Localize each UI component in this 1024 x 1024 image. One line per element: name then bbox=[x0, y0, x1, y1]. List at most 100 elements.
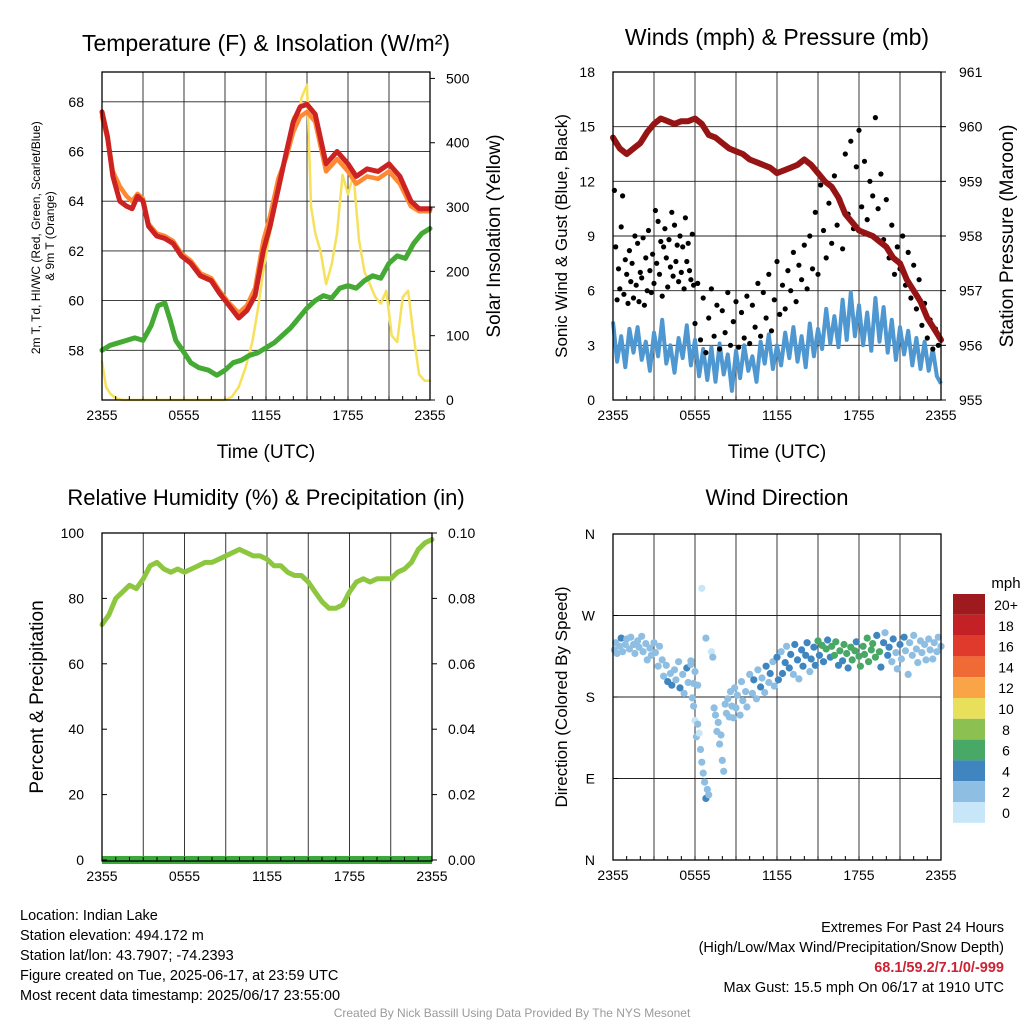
direction-point bbox=[757, 683, 765, 691]
direction-point bbox=[832, 638, 840, 646]
direction-point bbox=[892, 649, 900, 657]
direction-point bbox=[871, 653, 880, 661]
y-tick-label: N bbox=[585, 526, 595, 542]
direction-point bbox=[670, 666, 679, 674]
direction-point bbox=[650, 639, 658, 647]
direction-point bbox=[627, 633, 635, 641]
gust-point bbox=[807, 233, 813, 239]
gust-point bbox=[636, 299, 642, 305]
colorbar-swatch bbox=[953, 760, 985, 782]
direction-point bbox=[770, 682, 778, 690]
gust-point bbox=[689, 231, 695, 237]
gust-point bbox=[622, 257, 628, 263]
direction-point bbox=[643, 656, 651, 664]
gridlines bbox=[142, 533, 392, 861]
direction-point bbox=[856, 662, 865, 670]
y2-tick-label: 500 bbox=[446, 70, 470, 86]
colorbar-label: 18 bbox=[998, 618, 1014, 634]
gust-point bbox=[779, 282, 786, 288]
gust-point bbox=[645, 227, 652, 234]
direction-point bbox=[729, 714, 737, 722]
x-tick-label: 0555 bbox=[169, 868, 200, 884]
gust-point bbox=[771, 297, 777, 303]
y2-tick-label: 955 bbox=[959, 392, 983, 408]
colorbar-swatch bbox=[953, 635, 985, 657]
gust-point bbox=[647, 268, 653, 274]
gust-point bbox=[676, 279, 682, 285]
direction-point bbox=[877, 663, 885, 671]
gust-point bbox=[682, 215, 689, 221]
y2-tick-label: 0.06 bbox=[448, 656, 475, 672]
gust-point bbox=[758, 333, 764, 339]
direction-point bbox=[721, 700, 729, 708]
gust-point bbox=[727, 342, 734, 348]
x-tick-label: 0555 bbox=[168, 407, 199, 423]
gust-point bbox=[691, 282, 697, 288]
gust-point bbox=[685, 240, 691, 246]
colorbar-label: 16 bbox=[998, 639, 1014, 655]
gust-point bbox=[763, 315, 769, 321]
y2-tick-label: 0 bbox=[446, 392, 454, 408]
x-tick-label: 1155 bbox=[762, 867, 792, 883]
y2-tick-label: 0.08 bbox=[448, 590, 475, 606]
gust-point bbox=[760, 289, 766, 296]
direction-point bbox=[750, 676, 758, 684]
direction-point bbox=[830, 651, 839, 659]
x-axis-label: Time (UTC) bbox=[728, 442, 827, 463]
direction-point bbox=[773, 653, 781, 661]
gust-point bbox=[774, 258, 780, 265]
direction-point bbox=[929, 655, 937, 663]
y2-tick-label: 0.02 bbox=[448, 787, 475, 803]
direction-point bbox=[912, 645, 921, 653]
gust-point bbox=[614, 297, 620, 303]
gust-point bbox=[692, 320, 698, 327]
direction-point bbox=[863, 634, 871, 642]
gust-point bbox=[749, 302, 756, 308]
direction-point bbox=[655, 642, 664, 650]
x-tick-label: 2355 bbox=[86, 407, 117, 423]
colorbar-title: mph bbox=[991, 575, 1020, 592]
gust-point bbox=[620, 193, 626, 199]
y2-tick-label: 960 bbox=[959, 119, 983, 135]
max-gust: Max Gust: 15.5 mph On 06/17 at 1910 UTC bbox=[723, 980, 1004, 996]
gust-point bbox=[766, 271, 772, 277]
direction-point bbox=[746, 670, 754, 679]
gust-point bbox=[673, 258, 679, 265]
direction-point bbox=[691, 668, 699, 676]
direction-point bbox=[639, 648, 647, 656]
direction-point bbox=[698, 584, 706, 592]
gust-point bbox=[809, 266, 816, 272]
x-tick-label: 2355 bbox=[597, 867, 628, 883]
y2-tick-label: 956 bbox=[959, 337, 983, 353]
gust-point bbox=[804, 286, 810, 292]
gust-point bbox=[621, 291, 627, 297]
gust-point bbox=[662, 226, 668, 232]
direction-point bbox=[783, 642, 791, 650]
direction-point bbox=[668, 681, 676, 689]
direction-point bbox=[765, 678, 773, 687]
direction-point bbox=[888, 658, 896, 666]
direction-point bbox=[710, 704, 718, 712]
gust-point bbox=[626, 248, 633, 254]
gust-point bbox=[656, 271, 663, 277]
station-elevation: Station elevation: 494.172 m bbox=[20, 928, 204, 944]
colorbar: 20+ 18 16 14 12 10 8 6 4 2 0 bbox=[953, 594, 1018, 823]
direction-point bbox=[881, 629, 889, 637]
direction-point bbox=[690, 702, 698, 710]
direction-point bbox=[896, 640, 904, 649]
gust-point bbox=[900, 233, 906, 239]
direction-point bbox=[701, 778, 709, 786]
direction-point bbox=[752, 695, 761, 703]
colorbar-label: 4 bbox=[1002, 763, 1010, 779]
gust-point bbox=[678, 269, 684, 275]
chart-title: Wind Direction bbox=[705, 485, 848, 510]
direction-point bbox=[688, 694, 696, 702]
gust-point bbox=[613, 244, 619, 250]
gust-point bbox=[637, 269, 643, 275]
direction-point bbox=[873, 631, 881, 640]
direction-point bbox=[758, 674, 766, 682]
y-tick-label: 15 bbox=[579, 119, 595, 135]
gust-point bbox=[829, 240, 835, 246]
